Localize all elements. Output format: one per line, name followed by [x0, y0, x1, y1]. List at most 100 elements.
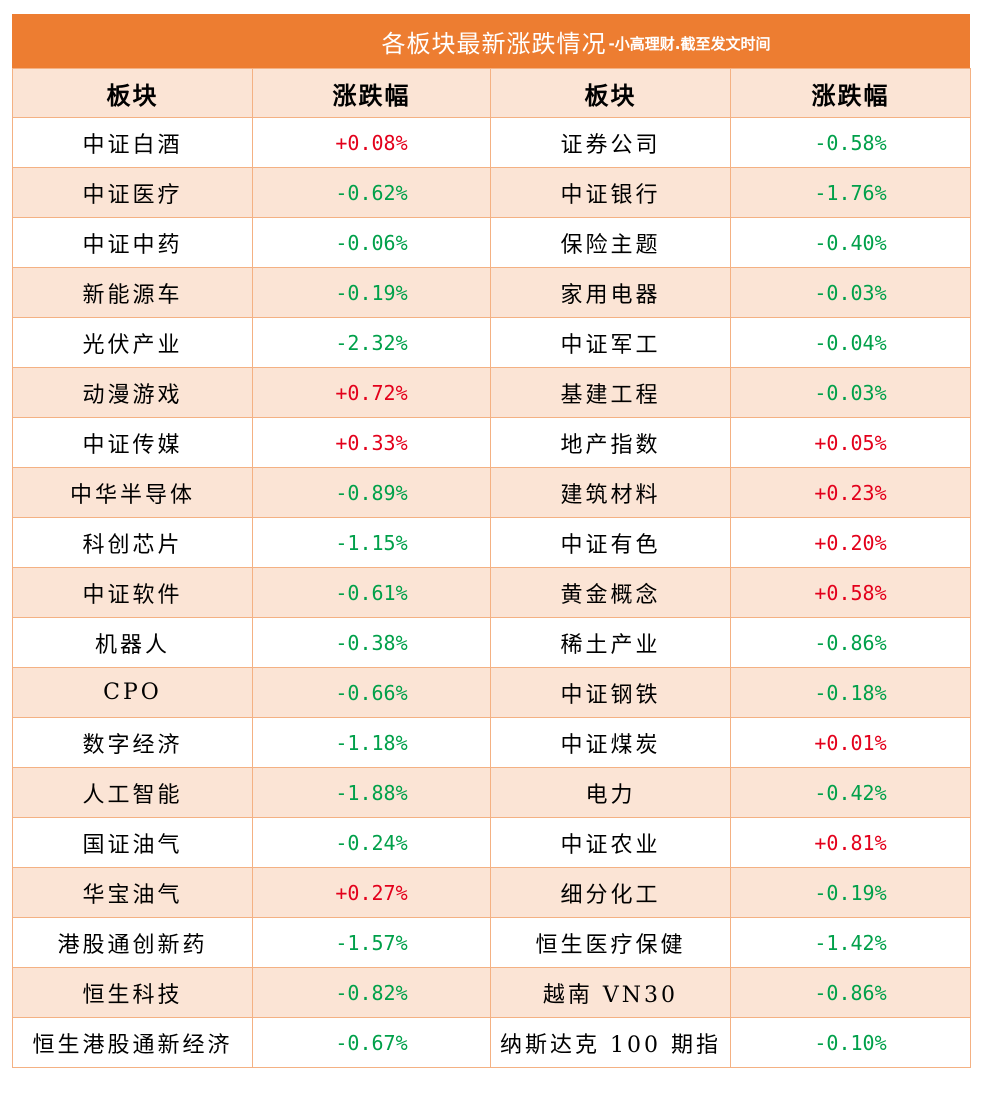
sector-name-right: 家用电器 — [490, 267, 731, 318]
sector-name-right: 中证银行 — [490, 167, 731, 218]
header-change-left: 涨跌幅 — [252, 68, 491, 118]
change-value-right: -0.03% — [730, 267, 971, 318]
change-value-left: +0.33% — [252, 417, 491, 468]
table-row: 中证白酒 +0.08% 证券公司 -0.58% — [12, 117, 971, 168]
change-value-right: -0.86% — [730, 967, 971, 1018]
change-value-right: -0.03% — [730, 367, 971, 418]
change-value-left: -0.67% — [252, 1017, 491, 1068]
change-value-right: -1.42% — [730, 917, 971, 968]
change-value-left: -0.06% — [252, 217, 491, 268]
header-sector-left: 板块 — [12, 68, 253, 118]
change-value-right: -0.42% — [730, 767, 971, 818]
change-value-left: -0.24% — [252, 817, 491, 868]
table-row: 中证医疗 -0.62% 中证银行 -1.76% — [12, 167, 971, 218]
table-row: 港股通创新药 -1.57% 恒生医疗保健 -1.42% — [12, 917, 971, 968]
sector-name-left: 科创芯片 — [12, 517, 253, 568]
sector-name-right: 细分化工 — [490, 867, 731, 918]
sector-name-right: 证券公司 — [490, 117, 731, 168]
table-row: 恒生科技 -0.82% 越南 VN30 -0.86% — [12, 967, 971, 1018]
change-value-right: -0.58% — [730, 117, 971, 168]
sector-name-left: 中证中药 — [12, 217, 253, 268]
change-value-left: -0.19% — [252, 267, 491, 318]
sector-name-left: 数字经济 — [12, 717, 253, 768]
change-value-right: +0.81% — [730, 817, 971, 868]
table-row: 中证中药 -0.06% 保险主题 -0.40% — [12, 217, 971, 268]
change-value-right: -0.19% — [730, 867, 971, 918]
data-table: 板块 涨跌幅 板块 涨跌幅 中证白酒 +0.08% 证券公司 -0.58% 中证医疗 -0… — [12, 68, 971, 1068]
change-value-left: -1.57% — [252, 917, 491, 968]
sector-name-left: 人工智能 — [12, 767, 253, 818]
table-row: 机器人 -0.38% 稀土产业 -0.86% — [12, 617, 971, 668]
table-row: 科创芯片 -1.15% 中证有色 +0.20% — [12, 517, 971, 568]
sector-name-right: 稀土产业 — [490, 617, 731, 668]
sector-name-right: 黄金概念 — [490, 567, 731, 618]
change-value-right: +0.20% — [730, 517, 971, 568]
sector-name-right: 电力 — [490, 767, 731, 818]
sector-name-right: 中证煤炭 — [490, 717, 731, 768]
change-value-right: -0.86% — [730, 617, 971, 668]
table-row: 国证油气 -0.24% 中证农业 +0.81% — [12, 817, 971, 868]
change-value-left: -0.38% — [252, 617, 491, 668]
change-value-left: +0.72% — [252, 367, 491, 418]
change-value-left: -0.62% — [252, 167, 491, 218]
sector-name-right: 中证有色 — [490, 517, 731, 568]
table-row: 华宝油气 +0.27% 细分化工 -0.19% — [12, 867, 971, 918]
sector-name-right: 越南 VN30 — [490, 967, 731, 1018]
table-subtitle: -小高理财.截至发文时间 — [608, 34, 771, 53]
sector-name-right: 纳斯达克 100 期指 — [490, 1017, 731, 1068]
sector-name-left: 中证传媒 — [12, 417, 253, 468]
table-row: 数字经济 -1.18% 中证煤炭 +0.01% — [12, 717, 971, 768]
change-value-right: +0.58% — [730, 567, 971, 618]
change-value-right: +0.23% — [730, 467, 971, 518]
change-value-left: -0.61% — [252, 567, 491, 618]
change-value-right: +0.01% — [730, 717, 971, 768]
sector-name-left: 国证油气 — [12, 817, 253, 868]
change-value-right: -0.04% — [730, 317, 971, 368]
sector-name-left: 新能源车 — [12, 267, 253, 318]
header-change-right: 涨跌幅 — [730, 68, 971, 118]
sector-name-right: 建筑材料 — [490, 467, 731, 518]
sector-name-left: 中证软件 — [12, 567, 253, 618]
sector-name-left: 恒生科技 — [12, 967, 253, 1018]
header-sector-right: 板块 — [490, 68, 731, 118]
sector-name-right: 保险主题 — [490, 217, 731, 268]
header-row: 板块 涨跌幅 板块 涨跌幅 — [12, 68, 971, 118]
sector-name-left: 动漫游戏 — [12, 367, 253, 418]
sector-name-left: 中证医疗 — [12, 167, 253, 218]
change-value-left: +0.08% — [252, 117, 491, 168]
sector-name-right: 恒生医疗保健 — [490, 917, 731, 968]
change-value-left: -1.15% — [252, 517, 491, 568]
table-row: 中证软件 -0.61% 黄金概念 +0.58% — [12, 567, 971, 618]
sector-name-left: 中华半导体 — [12, 467, 253, 518]
sector-name-left: 机器人 — [12, 617, 253, 668]
sector-name-right: 中证军工 — [490, 317, 731, 368]
table-row: 中证传媒 +0.33% 地产指数 +0.05% — [12, 417, 971, 468]
table-banner: 各板块最新涨跌情况 -小高理财.截至发文时间 — [12, 14, 970, 68]
change-value-right: -0.18% — [730, 667, 971, 718]
change-value-left: -1.18% — [252, 717, 491, 768]
sector-name-right: 中证钢铁 — [490, 667, 731, 718]
sector-name-left: 华宝油气 — [12, 867, 253, 918]
change-value-right: +0.05% — [730, 417, 971, 468]
change-value-left: -1.88% — [252, 767, 491, 818]
table-title: 各板块最新涨跌情况 — [381, 29, 607, 58]
change-value-left: -2.32% — [252, 317, 491, 368]
change-value-left: -0.89% — [252, 467, 491, 518]
sector-name-right: 基建工程 — [490, 367, 731, 418]
table-body: 中证白酒 +0.08% 证券公司 -0.58% 中证医疗 -0.62% 中证银行 -1.76%… — [12, 117, 971, 1068]
sector-name-right: 地产指数 — [490, 417, 731, 468]
table-row: 恒生港股通新经济 -0.67% 纳斯达克 100 期指 -0.10% — [12, 1017, 971, 1068]
sector-name-left: 光伏产业 — [12, 317, 253, 368]
table-row: CPO -0.66% 中证钢铁 -0.18% — [12, 667, 971, 718]
table-row: 光伏产业 -2.32% 中证军工 -0.04% — [12, 317, 971, 368]
change-value-left: +0.27% — [252, 867, 491, 918]
change-value-right: -0.40% — [730, 217, 971, 268]
table-row: 动漫游戏 +0.72% 基建工程 -0.03% — [12, 367, 971, 418]
table-row: 中华半导体 -0.89% 建筑材料 +0.23% — [12, 467, 971, 518]
sector-name-right: 中证农业 — [490, 817, 731, 868]
table-row: 新能源车 -0.19% 家用电器 -0.03% — [12, 267, 971, 318]
sector-name-left: 中证白酒 — [12, 117, 253, 168]
change-value-right: -1.76% — [730, 167, 971, 218]
table-row: 人工智能 -1.88% 电力 -0.42% — [12, 767, 971, 818]
sector-name-left: 恒生港股通新经济 — [12, 1017, 253, 1068]
